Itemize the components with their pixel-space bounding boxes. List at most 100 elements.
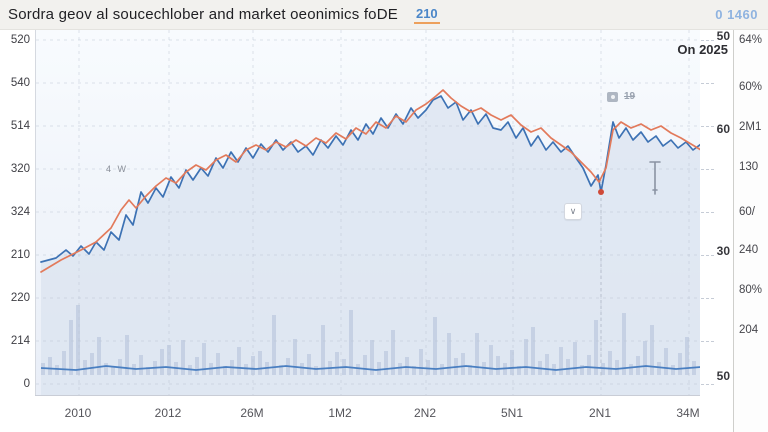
y-axis-label-far-right: 64%: [739, 34, 763, 46]
series-secondary-orange: [40, 89, 701, 273]
y-axis-label-far-right: 60%: [739, 81, 763, 93]
flat-baseline-series: [40, 365, 701, 371]
tick-dash: [701, 83, 714, 84]
volume-bar: [237, 347, 241, 375]
volume-bar: [594, 320, 598, 375]
volume-bar: [216, 353, 220, 375]
volume-bar: [405, 357, 409, 375]
x-axis-label: 5N1: [500, 406, 523, 420]
y-axis-label-left: 520: [10, 34, 30, 46]
header-bar: Sordra geov al soucechlober and market o…: [0, 0, 768, 30]
volume-bar: [279, 365, 283, 375]
volume-bar: [300, 363, 304, 375]
tick-dash: [701, 169, 714, 170]
crosshair-dot: [598, 189, 604, 195]
volume-bar: [223, 366, 227, 375]
camera-icon[interactable]: [607, 91, 618, 102]
x-axis-label: 2N1: [588, 406, 611, 420]
volume-bar: [48, 357, 52, 375]
tick-dash: [701, 212, 714, 213]
volume-bar: [125, 335, 129, 375]
y-axis-label-far-right: 204: [739, 324, 759, 336]
y-axis-left: 520 540 514 320 324 210 220 214 0: [0, 30, 34, 395]
volume-bar: [580, 365, 584, 375]
volume-bar: [76, 305, 80, 375]
volume-bar: [293, 339, 297, 375]
volume-bar: [461, 353, 465, 375]
y-axis-label-far-right: 60/: [739, 206, 755, 218]
period-annotation: On 2025: [677, 42, 728, 57]
volume-bar: [55, 365, 59, 375]
volume-bar: [349, 310, 353, 375]
y-axis-label-left: 324: [10, 206, 30, 218]
volume-bar: [531, 327, 535, 375]
volume-bar: [685, 337, 689, 375]
volume-bar: [97, 337, 101, 375]
y-axis-label-far-right: 240: [739, 244, 759, 256]
y-axis-label-left: 0: [23, 378, 30, 390]
volume-bar: [475, 333, 479, 375]
volume-bar: [524, 339, 528, 375]
plot-svg[interactable]: [36, 30, 701, 395]
volume-bar: [384, 351, 388, 375]
chevron-down-marker[interactable]: ∨: [564, 203, 582, 220]
chart-toolbar: 19: [607, 91, 635, 102]
volume-bar: [622, 313, 626, 375]
volume-bar: [419, 349, 423, 375]
y-axis-label-right-inner: 50: [716, 29, 730, 43]
volume-bar: [321, 325, 325, 375]
volume-bar: [545, 354, 549, 375]
volume-bar: [517, 366, 521, 375]
y-axis-label-far-right: 80%: [739, 284, 763, 296]
x-axis-label: 1M2: [328, 406, 352, 420]
counter-label[interactable]: 19: [624, 91, 636, 102]
volume-bar: [370, 340, 374, 375]
x-axis-label: 2010: [64, 406, 92, 420]
volume-bar: [615, 360, 619, 375]
volume-bar: [636, 356, 640, 375]
volume-bar: [69, 320, 73, 375]
volume-bar: [202, 343, 206, 375]
volume-bar: [510, 350, 514, 375]
y-axis-label-left: 220: [10, 292, 30, 304]
y-axis-label-far-right: 2M1: [739, 121, 762, 133]
y-axis-label-left: 514: [10, 120, 30, 132]
chart-plot-area[interactable]: [35, 30, 701, 395]
volume-bar: [335, 352, 339, 375]
volume-bar: [90, 353, 94, 375]
volume-bar: [489, 345, 493, 375]
ibeam-cursor-icon: [649, 161, 661, 195]
tick-dash: [701, 126, 714, 127]
volume-bar: [496, 356, 500, 375]
y-axis-label-left: 214: [10, 335, 30, 347]
header-right-value: 0 1460: [715, 7, 758, 22]
peak-note-annotation: 4 W: [106, 164, 129, 174]
value-badge-link[interactable]: 210: [413, 6, 440, 24]
volume-bar: [167, 345, 171, 375]
y-axis-label-left: 540: [10, 77, 30, 89]
y-axis-right-inner: 50 60 30 50: [700, 29, 733, 395]
volume-bar: [139, 355, 143, 375]
volume-bar: [314, 366, 318, 375]
volume-bar: [650, 325, 654, 375]
x-axis-label: 26M: [240, 406, 264, 420]
volume-bar: [251, 356, 255, 375]
y-axis-label-far-right: 130: [739, 161, 759, 173]
volume-bar: [468, 365, 472, 375]
tick-dash: [701, 298, 714, 299]
y-axis-label-right-inner: 60: [716, 122, 730, 136]
volume-bar: [608, 351, 612, 375]
volume-bar: [433, 317, 437, 375]
volume-bar: [272, 315, 276, 375]
volume-bar: [447, 333, 451, 375]
y-axis-far-right: 64% 60% 2M1 130 60/240 80% 204: [733, 30, 768, 432]
volume-bar: [356, 364, 360, 375]
volume-bar: [643, 341, 647, 375]
volume-bar: [146, 367, 150, 375]
volume-bar: [391, 330, 395, 375]
volume-bar: [398, 363, 402, 375]
x-axis: 2010 2012 26M 1M2 2N2 5N1 2N1 34M: [35, 395, 700, 432]
volume-bar: [573, 342, 577, 375]
volume-bar: [629, 364, 633, 375]
